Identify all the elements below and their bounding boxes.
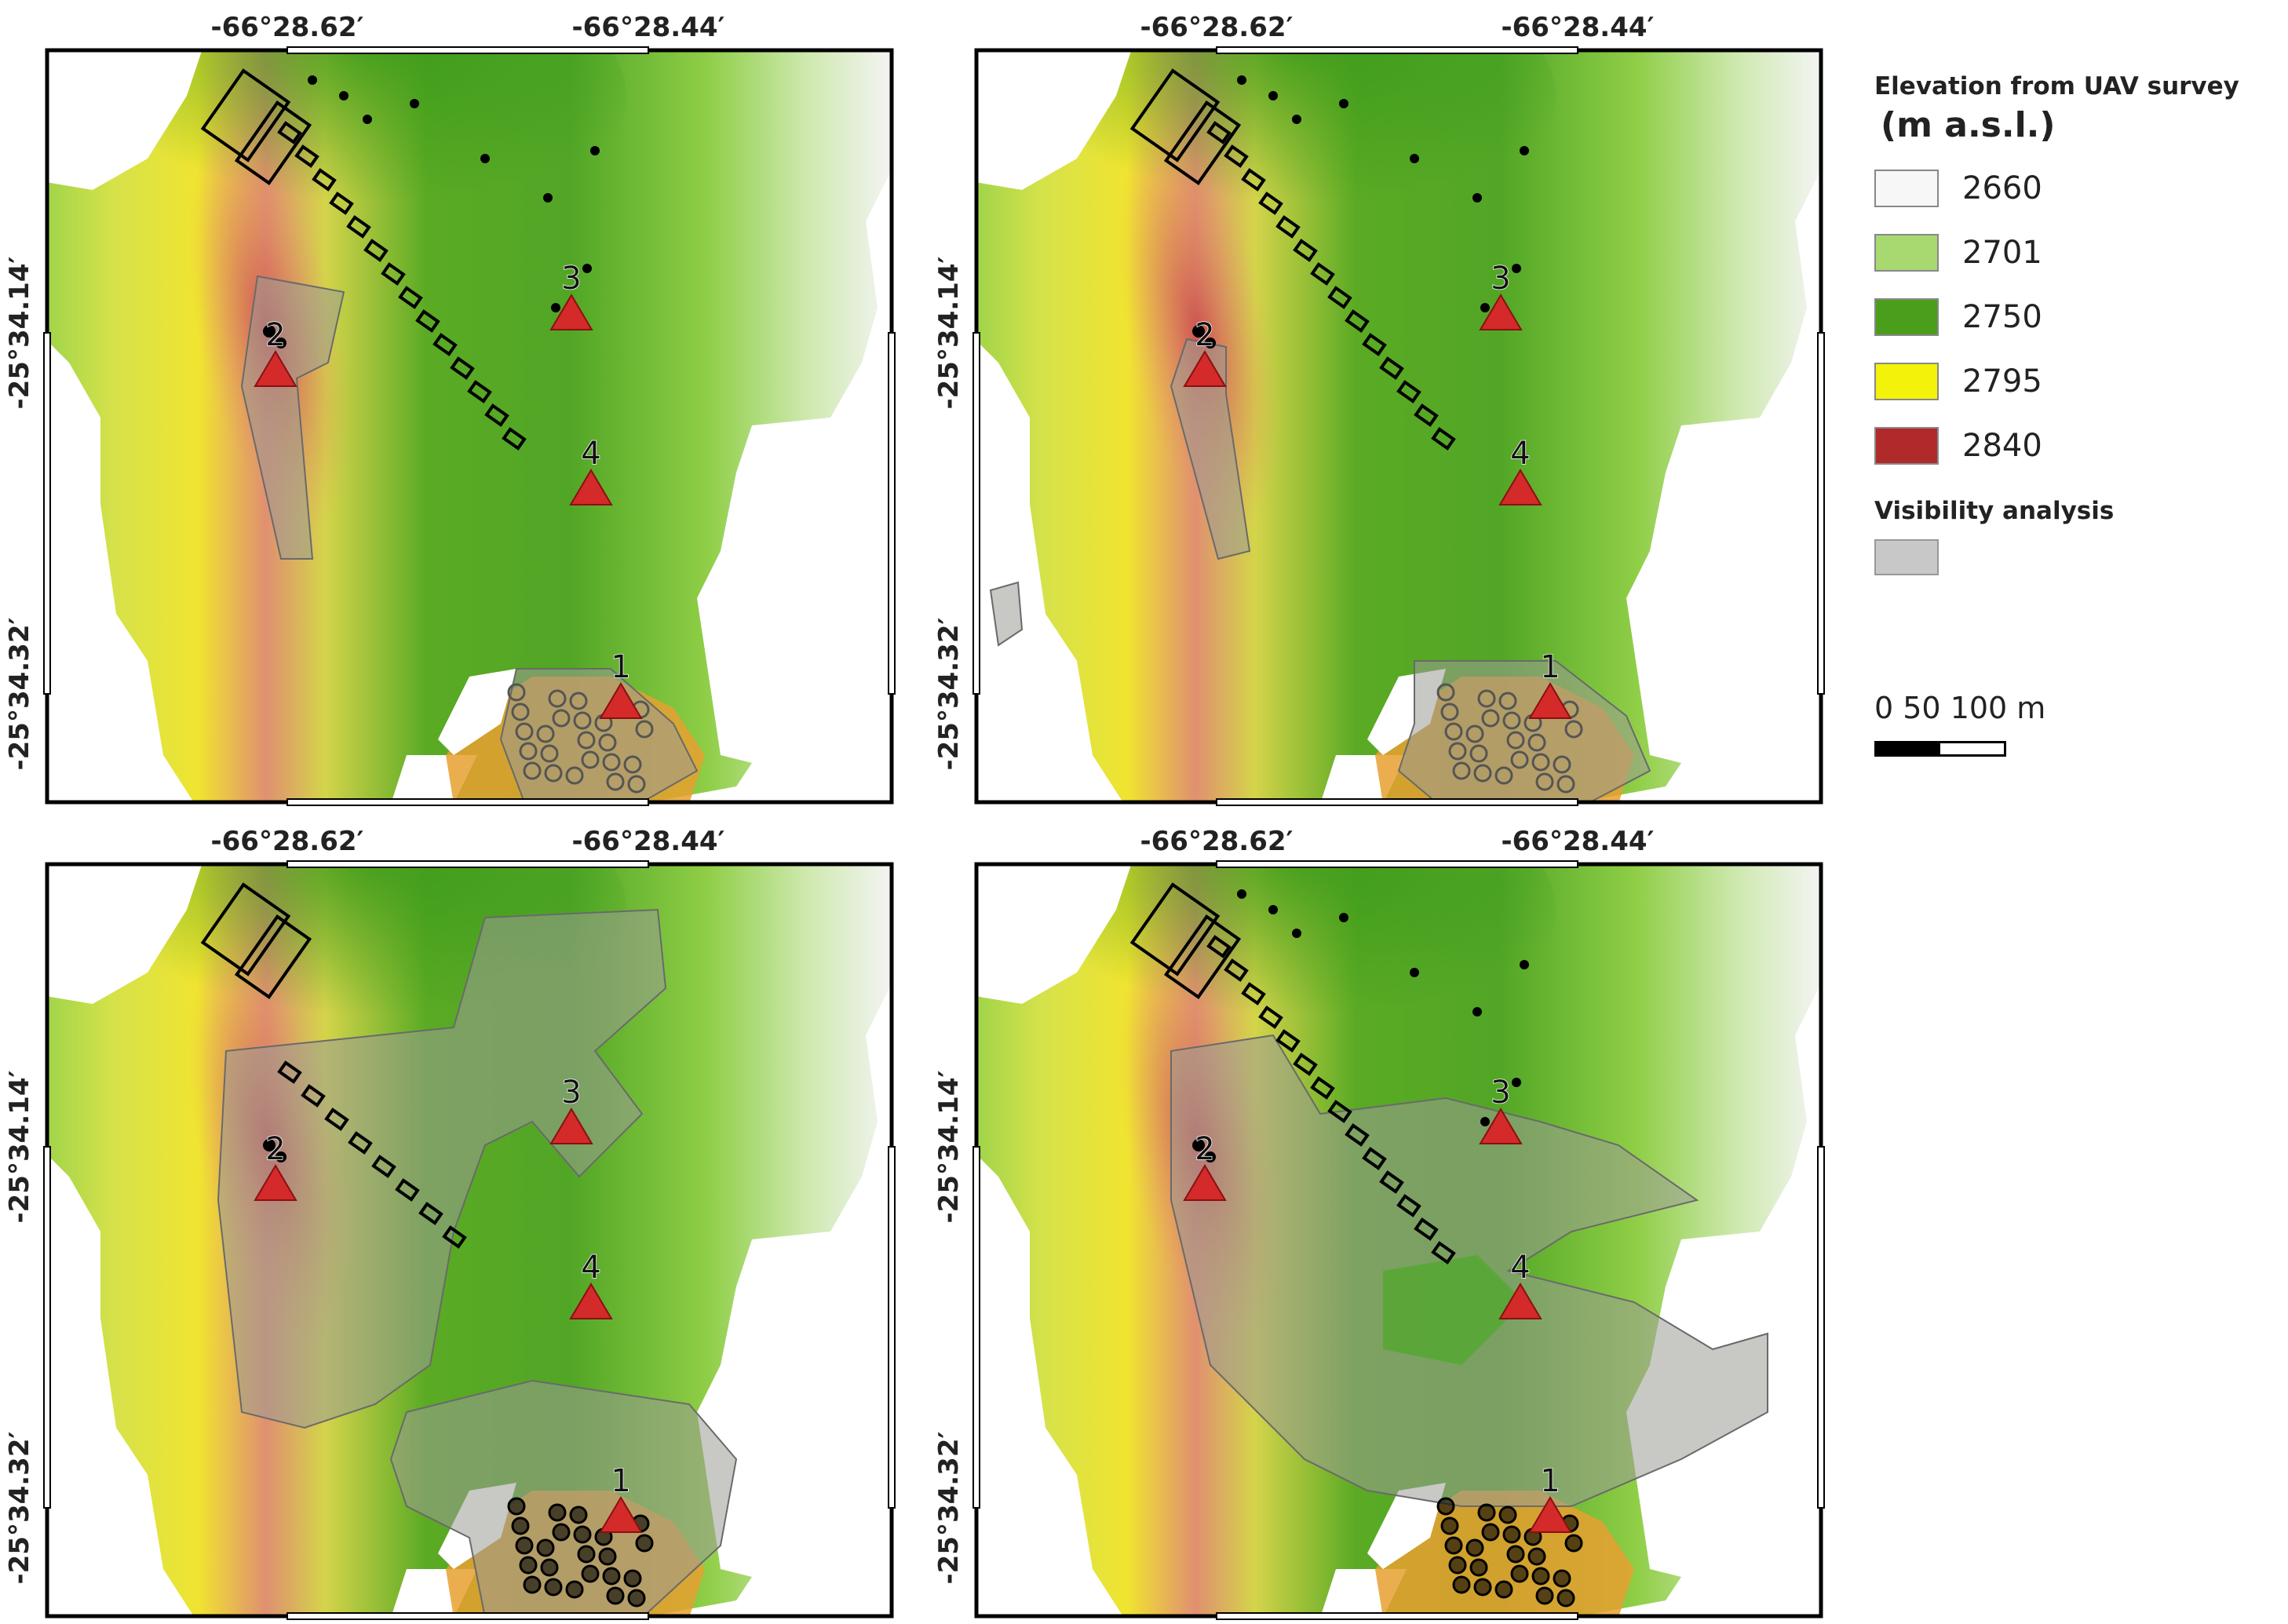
legend-item-2660: 2660	[1874, 156, 2283, 221]
site-marker-label: 1	[1540, 1463, 1560, 1499]
site-marker-3: 3	[549, 1074, 593, 1144]
site-marker-label: 1	[1540, 649, 1560, 685]
site-marker-label: 2	[265, 317, 285, 353]
site-marker-label: 3	[1491, 1075, 1510, 1111]
legend-value: 2660	[1962, 170, 2042, 206]
site-marker-4: 4	[1498, 1249, 1542, 1319]
map-panel-d: 1 2 3 4 -66°28.62′ -66°28.44′ -25°34.14′ -25°34…	[933, 826, 1825, 1620]
site-marker-2: 2	[254, 1130, 297, 1201]
site-marker-label: 2	[265, 1131, 285, 1167]
site-marker-2: 2	[254, 316, 297, 387]
legend-swatch	[1874, 298, 1939, 336]
graticule-bars	[43, 46, 896, 806]
site-marker-2: 2	[1183, 316, 1227, 387]
latitude-label: -25°34.32′	[933, 617, 965, 770]
scale-bar-graphic	[1874, 741, 2006, 757]
legend-value: 2750	[1962, 299, 2042, 335]
legend-value: 2795	[1962, 363, 2042, 400]
site-marker-1: 1	[1528, 1462, 1572, 1533]
site-marker-label: 1	[611, 649, 630, 685]
site-marker-label: 3	[561, 1075, 581, 1111]
legend-swatch	[1874, 234, 1939, 272]
longitude-label: -66°28.62′	[211, 12, 364, 43]
legend: Elevation from UAV survey (m a.s.l.) 266…	[1874, 72, 2283, 575]
legend-swatch	[1874, 363, 1939, 400]
latitude-label: -25°34.32′	[4, 1431, 35, 1584]
longitude-label: -66°28.44′	[1502, 12, 1655, 43]
legend-unit: (m a.s.l.)	[1881, 105, 2056, 145]
legend-value: 2840	[1962, 428, 2042, 464]
map-panel-a: 1 2 3 4 -66°28.62′ -66°28.44′ -25°34.14′ -25°34…	[4, 12, 896, 806]
site-marker-label: 3	[561, 261, 581, 297]
latitude-label: -25°34.32′	[933, 1431, 965, 1584]
site-marker-label: 4	[581, 436, 600, 472]
site-marker-label: 2	[1195, 317, 1214, 353]
latitude-label: -25°34.14′	[933, 1070, 965, 1223]
site-marker-1: 1	[599, 648, 643, 719]
longitude-label: -66°28.62′	[1140, 826, 1294, 857]
latitude-label: -25°34.14′	[933, 256, 965, 409]
site-marker-label: 1	[611, 1463, 630, 1499]
site-marker-label: 2	[1195, 1131, 1214, 1167]
legend-item-2750: 2750	[1874, 285, 2283, 349]
legend-swatch	[1874, 170, 1939, 207]
legend-items: 2660 2701 2750 2795 2840	[1874, 156, 2283, 478]
site-marker-4: 4	[569, 435, 613, 505]
scale-bar: 0 50 100 m	[1874, 691, 2045, 757]
graticule-bars	[43, 860, 896, 1620]
legend-item-2795: 2795	[1874, 349, 2283, 414]
visibility-overlay	[217, 908, 738, 1615]
site-marker-3: 3	[1479, 1074, 1523, 1144]
longitude-label: -66°28.44′	[1502, 826, 1655, 857]
longitude-label: -66°28.62′	[211, 826, 364, 857]
longitude-label: -66°28.44′	[572, 12, 725, 43]
map-panel-b: 1 2 3 4 -66°28.62′ -66°28.44′ -25°34.14′ -25°34…	[933, 12, 1825, 806]
graticule-bars	[972, 46, 1825, 806]
site-marker-label: 4	[1510, 436, 1530, 472]
site-marker-4: 4	[1498, 435, 1542, 505]
legend-swatch	[1874, 427, 1939, 465]
site-marker-1: 1	[1528, 648, 1572, 719]
site-marker-label: 3	[1491, 261, 1510, 297]
structures	[1129, 68, 1583, 794]
latitude-label: -25°34.14′	[4, 256, 35, 409]
scale-bar-labels: 0 50 100 m	[1874, 691, 2046, 725]
site-marker-1: 1	[599, 1462, 643, 1533]
visibility-legend-title: Visibility analysis	[1874, 497, 2115, 525]
site-marker-label: 4	[1510, 1250, 1530, 1286]
site-marker-label: 4	[581, 1250, 600, 1286]
site-marker-2: 2	[1183, 1130, 1227, 1201]
visibility-overlay	[989, 338, 1651, 801]
visibility-swatch	[1874, 539, 1939, 575]
latitude-label: -25°34.32′	[4, 617, 35, 770]
map-panel-c: 1 2 3 4 -66°28.62′ -66°28.44′ -25°34.14′ -25°34…	[4, 826, 896, 1620]
legend-value: 2701	[1962, 235, 2042, 271]
longitude-label: -66°28.62′	[1140, 12, 1294, 43]
latitude-label: -25°34.14′	[4, 1070, 35, 1223]
longitude-label: -66°28.44′	[572, 826, 725, 857]
legend-item-2701: 2701	[1874, 221, 2283, 285]
legend-item-2840: 2840	[1874, 414, 2283, 478]
legend-title: Elevation from UAV survey	[1874, 72, 2239, 100]
site-marker-4: 4	[569, 1249, 613, 1319]
site-marker-3: 3	[1479, 260, 1523, 330]
graticule-bars	[972, 860, 1825, 1620]
site-marker-3: 3	[549, 260, 593, 330]
